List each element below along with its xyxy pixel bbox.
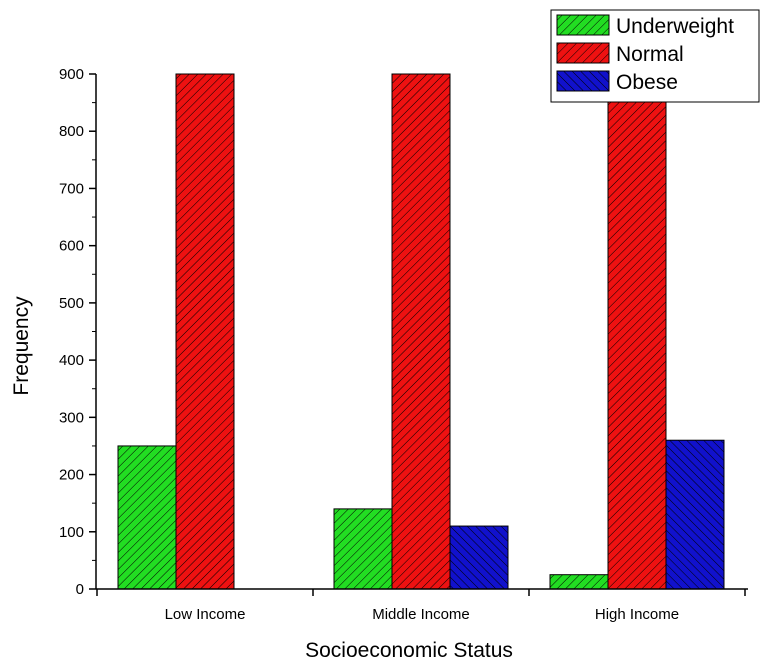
legend-label-normal: Normal: [616, 43, 684, 66]
legend-label-obese: Obese: [616, 71, 678, 94]
y-tick-label: 300: [59, 409, 84, 426]
legend: Underweight Normal Obese: [550, 9, 760, 103]
legend-swatch-underweight: [556, 14, 610, 36]
bar-high-income-normal: [607, 73, 667, 590]
x-tick-label-low-income: Low Income: [165, 606, 246, 623]
y-tick-label: 900: [59, 66, 84, 83]
y-tick-label: 600: [59, 238, 84, 255]
x-tick-label-high-income: High Income: [595, 606, 679, 623]
y-ticks-group: 0 100 200 300 400 500 600 700 800 900: [59, 66, 96, 598]
y-tick-label: 100: [59, 524, 84, 541]
y-tick-label: 400: [59, 352, 84, 369]
x-tick-label-middle-income: Middle Income: [372, 606, 470, 623]
bar-low-income-underweight: [117, 445, 177, 590]
y-tick-label: 800: [59, 123, 84, 140]
y-tick-label: 200: [59, 467, 84, 484]
legend-swatch-obese: [556, 70, 610, 92]
bar-middle-income-normal: [391, 73, 451, 590]
bars-group: [117, 73, 725, 590]
bar-high-income-underweight: [549, 574, 609, 590]
y-tick-label: 500: [59, 295, 84, 312]
bar-high-income-obese: [665, 439, 725, 590]
x-ticks-group: Low Income Middle Income High Income: [96, 589, 746, 623]
bar-middle-income-obese: [449, 525, 509, 590]
legend-swatch-normal: [556, 42, 610, 64]
y-tick-label: 700: [59, 180, 84, 197]
y-tick-label: 0: [76, 581, 84, 598]
x-axis-title: Socioeconomic Status: [305, 639, 513, 662]
legend-label-underweight: Underweight: [616, 15, 734, 38]
bar-low-income-normal: [175, 73, 235, 590]
bar-middle-income-underweight: [333, 508, 393, 590]
y-axis-title: Frequency: [10, 296, 33, 396]
